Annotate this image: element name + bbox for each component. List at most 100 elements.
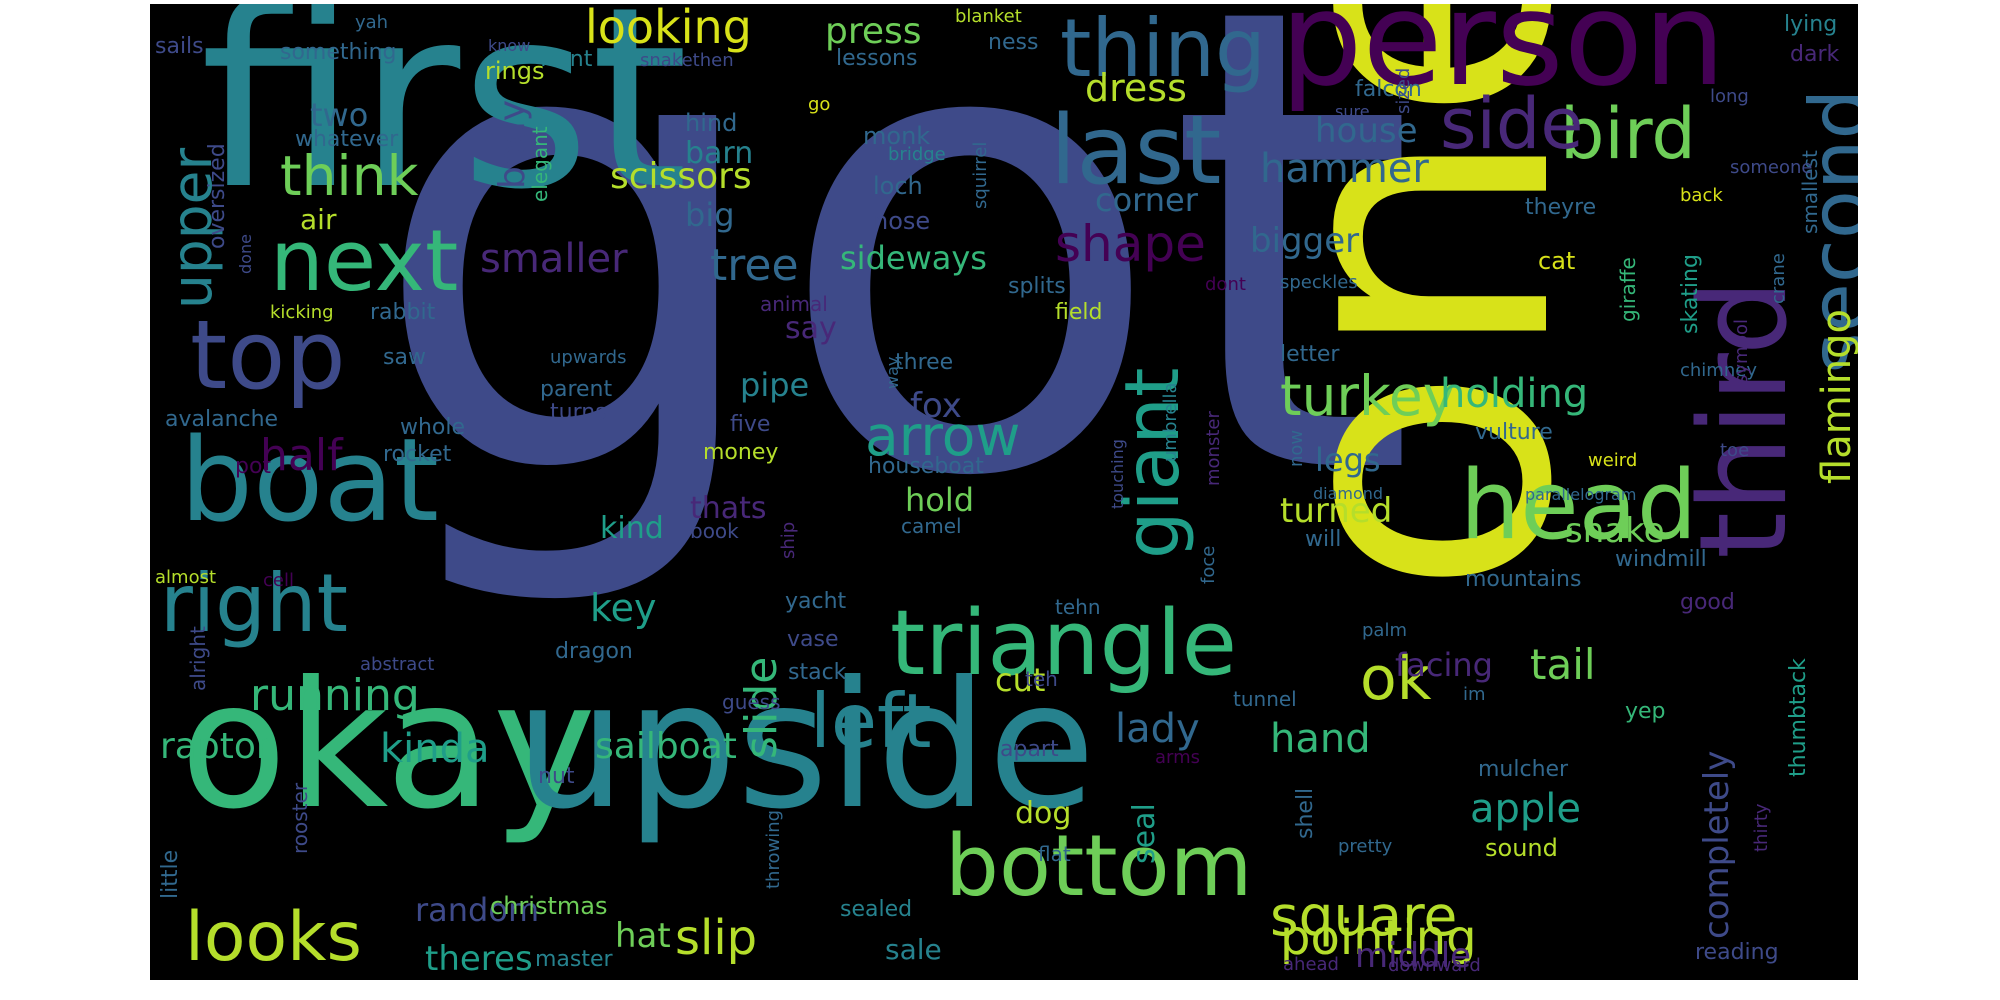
word-seal: seal — [1127, 803, 1162, 864]
word-bigger: bigger — [1250, 221, 1360, 261]
word-body: body — [492, 99, 533, 189]
word-camel: camel — [901, 514, 962, 538]
word-air: air — [300, 203, 337, 236]
word-chimney: chimney — [1680, 360, 1757, 381]
word-yacht: yacht — [785, 589, 847, 614]
word-umbrella: umbrella — [1160, 382, 1181, 462]
word-random: random — [415, 891, 540, 929]
word-foce: foce — [1198, 545, 1219, 584]
word-slip: slip — [675, 910, 758, 966]
word-five: five — [730, 412, 771, 437]
word-diamond: diamond — [1313, 484, 1384, 503]
word-sound: sound — [1485, 834, 1558, 862]
word-lady: lady — [1115, 706, 1200, 752]
word-lessons: lessons — [836, 46, 918, 71]
word-blanket: blanket — [955, 6, 1022, 27]
word-upside: upside — [515, 645, 1096, 848]
word-teh: teh — [1025, 667, 1058, 691]
word-thumbtack: thumbtack — [1786, 658, 1811, 777]
word-squirrel: squirrel — [970, 141, 991, 209]
word-kinda: kinda — [380, 726, 490, 772]
word-book: book — [690, 519, 739, 543]
word-someone: someone — [1730, 157, 1813, 178]
word-falcon: falcon — [1355, 77, 1422, 102]
word-hold: hold — [905, 481, 975, 519]
word-skating: skating — [1678, 254, 1703, 334]
word-field: field — [1055, 300, 1103, 325]
word-kicking: kicking — [270, 302, 334, 323]
word-animal: animal — [760, 292, 828, 316]
word-monk: monk — [863, 122, 931, 150]
word-parallelogram: parallelogram — [1525, 485, 1637, 504]
word-running: running — [250, 670, 420, 721]
word-way: way — [883, 356, 902, 389]
word-now: now — [1286, 429, 1307, 467]
word-scissors: scissors — [610, 156, 752, 197]
word-long: long — [1710, 86, 1749, 107]
word-cut: cut — [995, 661, 1046, 699]
word-theres: theres — [425, 939, 533, 979]
word-three: three — [895, 350, 954, 375]
word-pointing: pointing — [1280, 910, 1477, 966]
word-something: something — [280, 40, 397, 65]
word-sale: sale — [885, 933, 942, 966]
word-cell: cell — [263, 570, 294, 591]
word-legs: legs — [1315, 441, 1381, 479]
word-raptor: raptor — [160, 726, 271, 767]
word-last: last — [1050, 96, 1222, 206]
word-square: square — [1270, 884, 1458, 948]
word-shape: shape — [1055, 215, 1206, 273]
word-dont: dont — [1205, 274, 1246, 295]
word-looks: looks — [185, 898, 362, 977]
word-think: think — [280, 144, 419, 208]
word-person: person — [1280, 4, 1726, 115]
word-completely: completely — [1697, 750, 1737, 939]
word-next: next — [270, 212, 459, 311]
word-sideways: sideways — [840, 239, 987, 277]
word-tehn: tehn — [1055, 595, 1101, 619]
word-holding: holding — [1440, 371, 1589, 417]
word-elegant: elegant — [528, 126, 552, 202]
word-symbol: symbol — [1731, 318, 1752, 384]
word-rings: rings — [485, 57, 545, 85]
word-upwards: upwards — [550, 347, 627, 368]
word-turned: turned — [1280, 491, 1393, 531]
word-turns: turns — [550, 400, 607, 425]
word-snake: snake — [1565, 511, 1665, 551]
word-barn: barn — [685, 136, 754, 171]
word-boat: boat — [180, 414, 439, 548]
word-pretty: pretty — [1338, 836, 1393, 857]
word-saw: saw — [383, 345, 426, 370]
word-looking: looking — [585, 4, 752, 54]
word-throwing: throwing — [763, 809, 784, 889]
word-sized: sized — [1393, 67, 1414, 114]
word-splits: splits — [1008, 274, 1066, 299]
word-dark: dark — [1790, 42, 1840, 67]
word-press: press — [825, 11, 922, 52]
word-middle: middle — [1355, 936, 1472, 976]
word-sails: sails — [155, 34, 204, 59]
word-rocket: rocket — [383, 442, 452, 467]
word-guess: guess — [722, 690, 781, 714]
word-sealed: sealed — [840, 897, 913, 922]
word-turkey: turkey — [1280, 364, 1456, 428]
word-two: two — [310, 96, 369, 134]
word-vulture: vulture — [1475, 420, 1553, 445]
word-christmas: christmas — [490, 892, 608, 920]
word-ok: ok — [1360, 644, 1432, 714]
word-pipe: pipe — [740, 366, 810, 404]
word-first: first — [200, 4, 689, 244]
word-downward: downward — [1388, 955, 1481, 976]
word-crane: crane — [1768, 253, 1789, 304]
word-snakethen: snakethen — [640, 50, 734, 71]
word-oversized: oversized — [205, 143, 230, 249]
word-apart: apart — [1000, 737, 1059, 762]
word-avalanche: avalanche — [165, 407, 279, 432]
word-reading: reading — [1695, 940, 1779, 965]
word-parent: parent — [540, 377, 613, 402]
word-sure: sure — [1335, 102, 1370, 121]
word-hammer: hammer — [1260, 146, 1429, 192]
word-pot: pot — [235, 454, 272, 479]
word-yep: yep — [1625, 699, 1666, 724]
word-back: back — [1680, 185, 1723, 206]
